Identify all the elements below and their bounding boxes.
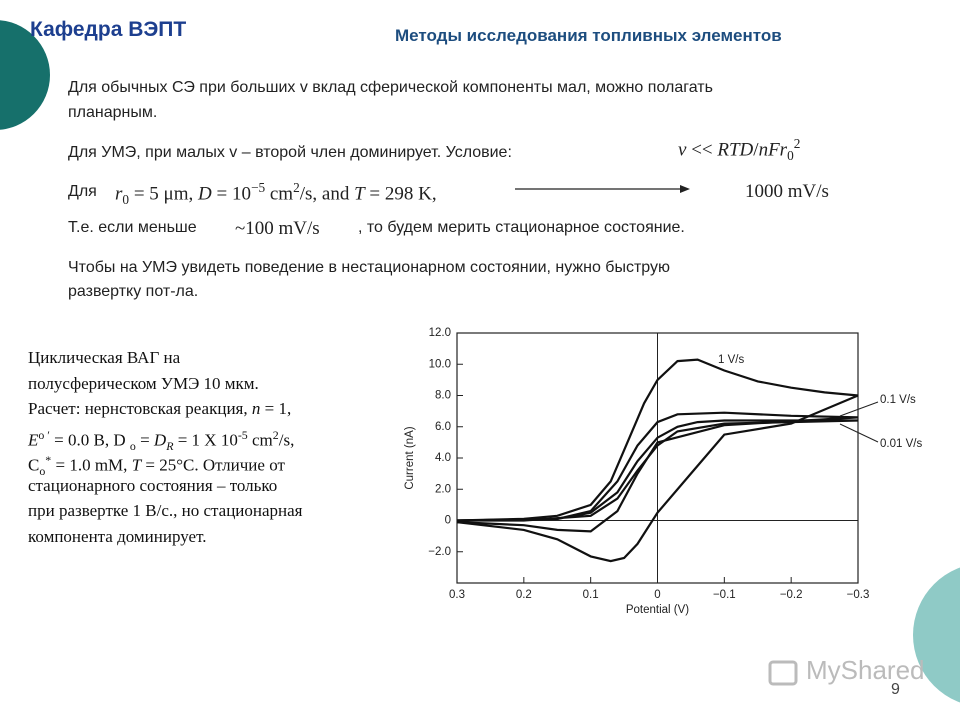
text-fragment: 2 [793,136,801,151]
y-tick-label: −2.0 [428,546,451,558]
caption-line: при развертке 1 В/с., но стационарная [28,501,303,520]
series-label: 1 V/s [718,354,744,366]
text-fragment: = 1 X 10 [173,430,238,450]
body-text: Для [68,183,97,200]
y-tick-label: 8.0 [435,390,451,402]
body-text: развертку пот-ла. [68,283,199,300]
x-tick-label: 0.2 [516,589,532,601]
text-fragment: * [45,453,52,467]
caption-line: Eo ′ = 0.0 B, D o = DR = 1 X 10-5 cm2/s, [28,425,294,456]
watermark-icon [768,660,798,686]
text-fragment: v [678,139,687,161]
text-fragment: nFr [758,139,788,161]
caption-line: компонента доминирует. [28,526,207,546]
caption-line: Циклическая ВАГ на [28,348,181,367]
text-fragment: o ′ [38,427,50,442]
caption-line: Расчет: нернстовская реакция, n = 1, [28,399,291,419]
data-line [456,419,859,522]
text-fragment: D [198,183,212,205]
y-axis-label: Current (nA) [404,426,416,489]
text-fragment: o [129,438,136,453]
text-fragment: / [753,139,759,161]
page-number: 9 [891,681,900,698]
series-label: 0.1 V/s [880,394,916,406]
y-tick-label: 0 [445,515,451,527]
text-fragment: R [166,438,174,453]
series-label: 0.01 V/s [880,438,922,450]
leader-line [839,423,879,443]
y-tick-label: 6.0 [435,421,451,433]
caption-line: стационарного состояния – только [28,475,278,495]
arrow-head [680,185,690,193]
body-text: Для УМЭ, при малых v – второй член домин… [68,144,512,161]
body-text: Чтобы на УМЭ увидеть поведение в нестаци… [68,259,671,276]
data-line [456,358,859,563]
text-fragment: /s, and [299,183,355,205]
text-fragment: 0 [787,148,794,164]
x-tick-label: 0.3 [449,589,465,601]
x-tick-label: −0.3 [847,589,870,601]
data-line [456,411,859,533]
x-tick-label: −0.2 [780,589,803,601]
body-text: v << RTD/nFr02 [678,134,800,166]
text-fragment: E [28,430,39,450]
department: Кафедра ВЭПТ [30,18,187,41]
text-fragment: = 1, [260,399,292,418]
text-fragment: T [131,455,142,475]
body-text: , то будем мерить стационарное состояние… [358,219,685,236]
text-fragment: D [153,430,167,450]
x-tick-label: 0.1 [583,589,599,601]
text-fragment: 2 [272,427,279,442]
text-fragment: = 5 μm, [129,183,198,205]
y-tick-label: 2.0 [435,483,451,495]
text-fragment: = 10 [211,183,251,205]
text-fragment: = 298 K, [364,183,437,205]
text-fragment: Расчет: нернстовская реакция, [28,399,252,418]
caption-line: полусферическом УМЭ 10 мкм. [28,373,259,393]
watermark: MyShared [806,655,925,685]
body-text: Для обычных СЭ при больших v вклад сфери… [68,79,713,96]
x-tick-label: −0.1 [713,589,736,601]
text-fragment: cm [265,183,294,205]
leader-line [839,401,879,417]
text-fragment: RTD [717,139,754,161]
body-text: ~100 mV/s [235,218,320,239]
text-fragment: −5 [250,180,266,195]
text-fragment: << [686,139,718,161]
text-fragment: n [251,399,261,418]
y-tick-label: 12.0 [429,327,451,339]
course-title: Методы исследования топливных элементов [395,26,782,45]
text-fragment: /s, [278,430,295,450]
decor-circle [913,567,960,703]
text-fragment: T [354,183,365,205]
text-fragment: = 25°C. Отличие от [141,455,285,475]
text-fragment: = [135,430,154,450]
y-tick-label: 4.0 [435,452,451,464]
caption-line: Co* = 1.0 mM, T = 25°C. Отличие от [28,450,285,481]
text-fragment: 2 [293,180,300,195]
text-fragment: o [39,464,46,479]
text-fragment: C [28,455,40,475]
y-tick-label: 10.0 [429,358,451,370]
body-text: 1000 mV/s [745,181,829,202]
text-fragment: -5 [237,427,248,442]
text-fragment: 0 [122,192,130,208]
x-tick-label: 0 [654,589,660,601]
decor-circle [0,20,50,130]
body-text: Т.е. если меньше [68,219,197,236]
text-fragment: = 0.0 B, D [49,430,130,450]
text-fragment: = 1.0 mM, [51,455,132,475]
x-axis-label: Potential (V) [626,604,689,616]
text-fragment: r [115,183,123,205]
body-text: планарным. [68,104,158,121]
text-fragment: cm [247,430,273,450]
body-text: r0 = 5 μm, D = 10−5 cm2/s, and T = 298 K… [115,178,437,210]
